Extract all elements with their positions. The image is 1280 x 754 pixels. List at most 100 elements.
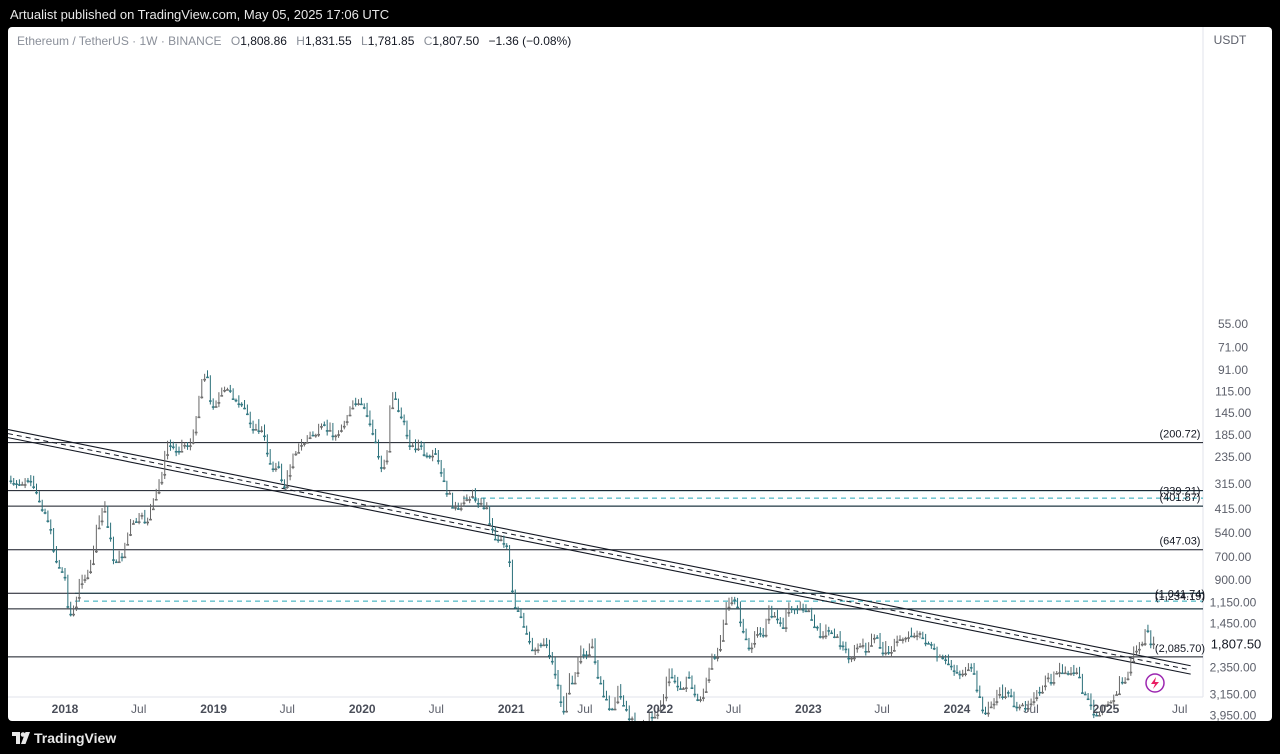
- candle-body: [593, 661, 597, 663]
- candle: [1029, 698, 1033, 707]
- price-chart[interactable]: USDT6,800.005,200.003,950.003,150.002,35…: [8, 27, 1272, 721]
- candle-body: [505, 545, 509, 547]
- candle: [69, 601, 73, 617]
- candle: [992, 698, 996, 710]
- candle-body: [935, 656, 939, 658]
- candle: [847, 648, 851, 664]
- candle-body: [1043, 685, 1047, 688]
- candle-body: [884, 652, 888, 655]
- candle: [191, 429, 195, 445]
- candle-body: [864, 651, 868, 653]
- symbol-title[interactable]: Ethereum / TetherUS · 1W · BINANCE: [17, 34, 222, 48]
- candle: [200, 379, 204, 399]
- candle: [75, 596, 78, 611]
- candle-body: [944, 659, 947, 661]
- candle-body: [1063, 672, 1067, 675]
- y-tick-label: 115.00: [1215, 385, 1251, 399]
- candle: [619, 684, 623, 700]
- level-label: (401.87): [1160, 492, 1201, 504]
- candle: [203, 373, 206, 382]
- candle-body: [57, 567, 61, 569]
- candle-body: [280, 479, 283, 482]
- candle: [710, 653, 714, 670]
- candle: [1106, 701, 1110, 706]
- candle: [952, 664, 956, 676]
- candle: [1072, 664, 1076, 677]
- candle-body: [1152, 643, 1155, 646]
- candle-body: [659, 709, 662, 712]
- candle-body: [958, 673, 962, 676]
- level-label: (1,234.19): [1155, 591, 1205, 603]
- candle-body: [40, 509, 44, 511]
- candle-body: [796, 608, 799, 611]
- candle: [502, 535, 506, 548]
- candle-body: [151, 508, 155, 511]
- candle: [539, 642, 543, 648]
- candle: [137, 513, 141, 525]
- candle: [283, 479, 286, 489]
- candle: [226, 387, 229, 391]
- candle: [542, 638, 546, 647]
- candle-body: [895, 641, 899, 643]
- candle-body: [910, 635, 913, 638]
- candle-body: [1112, 700, 1116, 702]
- candle-body: [810, 619, 814, 621]
- candle: [445, 480, 449, 497]
- candle: [702, 688, 705, 702]
- candle: [1035, 690, 1039, 702]
- candle-body: [1146, 630, 1150, 633]
- candle-body: [1058, 672, 1061, 674]
- candle: [1026, 700, 1030, 712]
- candle: [419, 440, 423, 450]
- y-tick-label: 315.00: [1215, 477, 1252, 491]
- candle-body: [1083, 693, 1087, 696]
- candle: [1081, 673, 1084, 694]
- candle: [394, 391, 397, 400]
- candle: [801, 603, 805, 613]
- candle-body: [533, 649, 537, 652]
- candle: [1032, 692, 1036, 706]
- candle-body: [969, 667, 973, 669]
- candle: [414, 439, 417, 453]
- candle-body: [399, 416, 403, 419]
- candle: [573, 672, 577, 685]
- chart-panel[interactable]: USDT6,800.005,200.003,950.003,150.002,35…: [8, 27, 1272, 721]
- footer-bar: TradingView: [0, 722, 1280, 754]
- candle-body: [388, 450, 392, 453]
- candle: [719, 635, 722, 652]
- flash-icon[interactable]: [1145, 673, 1165, 693]
- candle: [1149, 630, 1153, 649]
- x-tick-label: Jul: [1172, 702, 1187, 716]
- candle: [1083, 691, 1087, 696]
- candle: [773, 611, 776, 618]
- candle-body: [308, 437, 312, 440]
- candle: [833, 628, 836, 639]
- candle-body: [1138, 648, 1141, 651]
- candle-body: [730, 602, 734, 605]
- candle-body: [334, 435, 338, 438]
- candle-body: [702, 697, 705, 699]
- candle: [778, 617, 782, 627]
- candle: [921, 631, 925, 640]
- candle: [867, 642, 871, 653]
- candle-body: [1046, 677, 1050, 680]
- candle: [377, 439, 380, 460]
- candle: [220, 387, 224, 397]
- candle: [52, 528, 55, 553]
- candle: [972, 662, 976, 675]
- candle: [123, 542, 127, 559]
- candle-body: [995, 701, 999, 703]
- candle: [436, 449, 440, 465]
- candle: [627, 705, 631, 721]
- candle: [1115, 691, 1118, 696]
- candle-body: [134, 521, 138, 523]
- candle-body: [126, 544, 130, 546]
- candle-body: [177, 451, 181, 453]
- candle-body: [43, 512, 47, 514]
- candle: [405, 420, 409, 440]
- candle-body: [898, 639, 902, 641]
- candle: [536, 643, 540, 654]
- candle-body: [112, 559, 115, 561]
- candle: [89, 559, 92, 574]
- candle: [568, 673, 571, 695]
